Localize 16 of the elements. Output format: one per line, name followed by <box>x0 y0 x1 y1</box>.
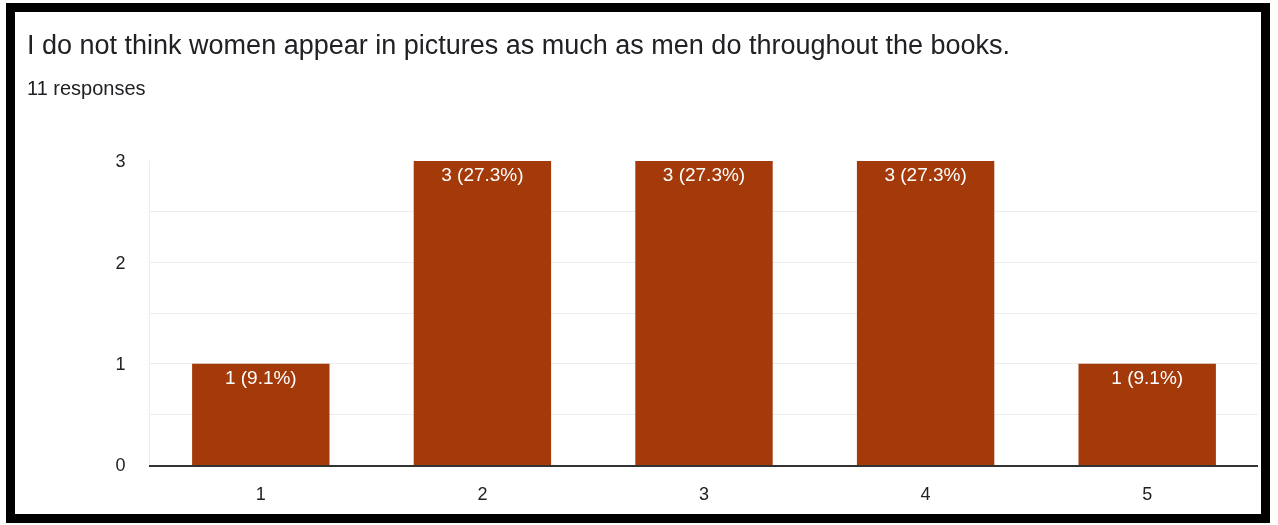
y-tick-label: 1 <box>115 353 126 374</box>
x-tick-label: 2 <box>477 484 488 505</box>
data-label: 1 (9.1%) <box>1111 366 1184 388</box>
chart-title: I do not think women appear in pictures as much as men do throughout the books. <box>27 29 1011 61</box>
y-tick-label: 3 <box>115 151 126 172</box>
y-tick-label: 0 <box>115 455 126 476</box>
x-tick-label: 1 <box>255 484 266 505</box>
x-tick-label: 3 <box>698 484 710 505</box>
data-label: 3 (27.3%) <box>662 164 746 185</box>
chart-subtitle: 11 responses <box>27 76 146 100</box>
y-tick-label: 2 <box>115 252 126 273</box>
data-label: 1 (9.1%) <box>224 366 297 388</box>
x-tick-label: 5 <box>1142 484 1153 505</box>
data-label: 3 (27.3%) <box>441 164 524 185</box>
data-label: 3 (27.3%) <box>884 164 967 185</box>
x-tick-label: 4 <box>920 484 931 505</box>
